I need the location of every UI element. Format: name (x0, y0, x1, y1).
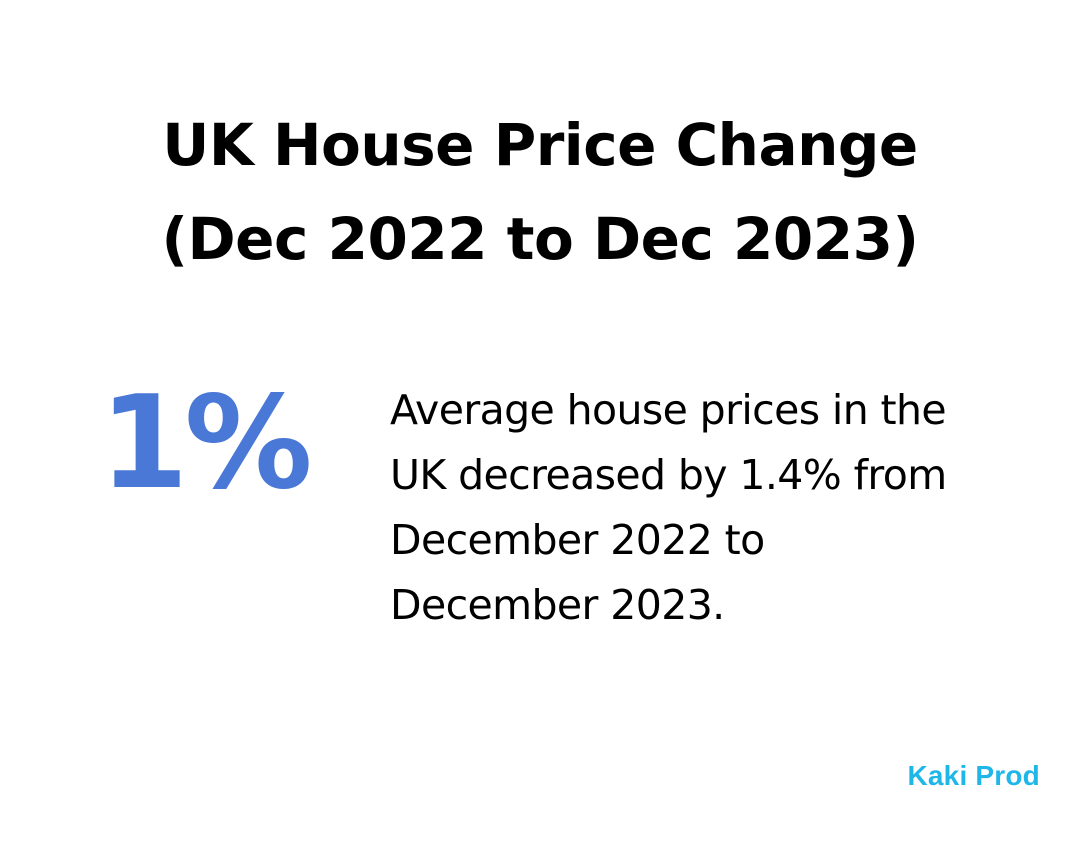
description-line-2: UK decreased by 1.4% from (390, 451, 947, 499)
page-title: UK House Price Change (Dec 2022 to Dec 2… (60, 98, 1020, 286)
description-line-4: December 2023. (390, 581, 725, 629)
description-line-1: Average house prices in the (390, 386, 947, 434)
brand-logo: Kaki Prod (907, 760, 1040, 791)
title-line-2: (Dec 2022 to Dec 2023) (161, 205, 919, 273)
title-line-1: UK House Price Change (162, 111, 918, 179)
stat-value: 1% (99, 369, 312, 518)
stat-description: Average house prices in the UK decreased… (390, 378, 1030, 638)
description-line-3: December 2022 to (390, 516, 765, 564)
